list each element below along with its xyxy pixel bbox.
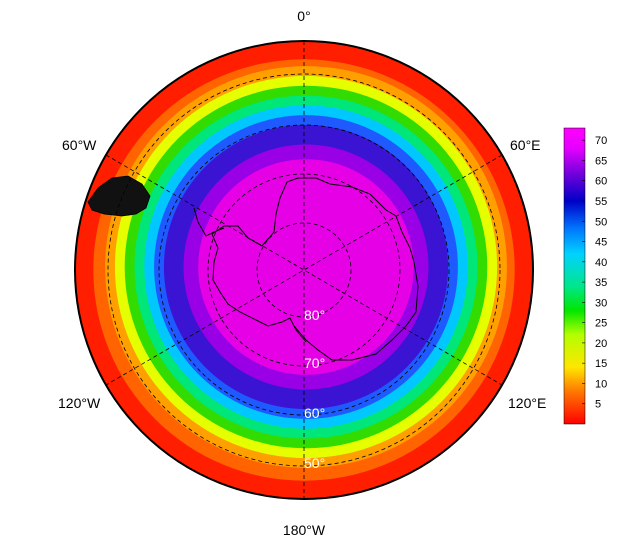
lon-label-60e: 60°E [510, 137, 541, 153]
antarctic-peninsula [193, 207, 225, 237]
south-america-tip [87, 175, 151, 217]
colorbar-tick-label: 25 [595, 318, 607, 330]
colorbar-tick-label: 60 [595, 176, 607, 188]
colorbar-tick-label: 30 [595, 297, 607, 309]
colorbar-tick-label: 65 [595, 155, 607, 167]
meridian-60e-120w [105, 154, 503, 386]
colorbar-tick-label: 45 [595, 237, 607, 249]
south-america-coastline [87, 175, 151, 217]
colorbar-tick-label: 10 [595, 378, 607, 390]
graticule [105, 41, 503, 499]
colorbar-tick-label: 15 [595, 358, 607, 370]
colorbar-tick-label: 35 [595, 277, 607, 289]
colorbar-tick-label: 20 [595, 338, 607, 350]
colorbar-tick-label: 5 [595, 399, 601, 411]
map-border [74, 40, 534, 500]
antarctica-coastline [193, 177, 419, 361]
lon-label-180w: 180°W [283, 522, 326, 538]
ross-ice-shelf-edge [289, 317, 307, 343]
parallel-50 [107, 73, 501, 467]
lat-label-80: 80° [304, 307, 325, 323]
colorbar-tick-label: 55 [595, 196, 607, 208]
lon-label-120e: 120°E [508, 395, 546, 411]
meridian-60w-120e [105, 154, 503, 386]
ozone-field [75, 41, 533, 499]
lon-label-120w: 120°W [58, 395, 101, 411]
lon-label-0: 0° [297, 8, 310, 24]
colorbar-gradient [563, 127, 586, 425]
colorbar-tick-label: 50 [595, 216, 607, 228]
colorbar-tick-label: 70 [595, 135, 607, 147]
antarctic-continent-outline [211, 177, 419, 361]
lat-label-60: 60° [304, 405, 325, 421]
lat-label-50: 50° [304, 455, 325, 471]
field-band [198, 159, 414, 375]
colorbar: 70 65 60 55 50 45 40 35 30 25 20 15 10 5 [563, 127, 607, 425]
lat-label-70: 70° [304, 355, 325, 371]
colorbar-tick-label: 40 [595, 257, 607, 269]
lon-label-60w: 60°W [62, 137, 97, 153]
colorbar-ticks: 70 65 60 55 50 45 40 35 30 25 20 15 10 5 [582, 135, 607, 411]
